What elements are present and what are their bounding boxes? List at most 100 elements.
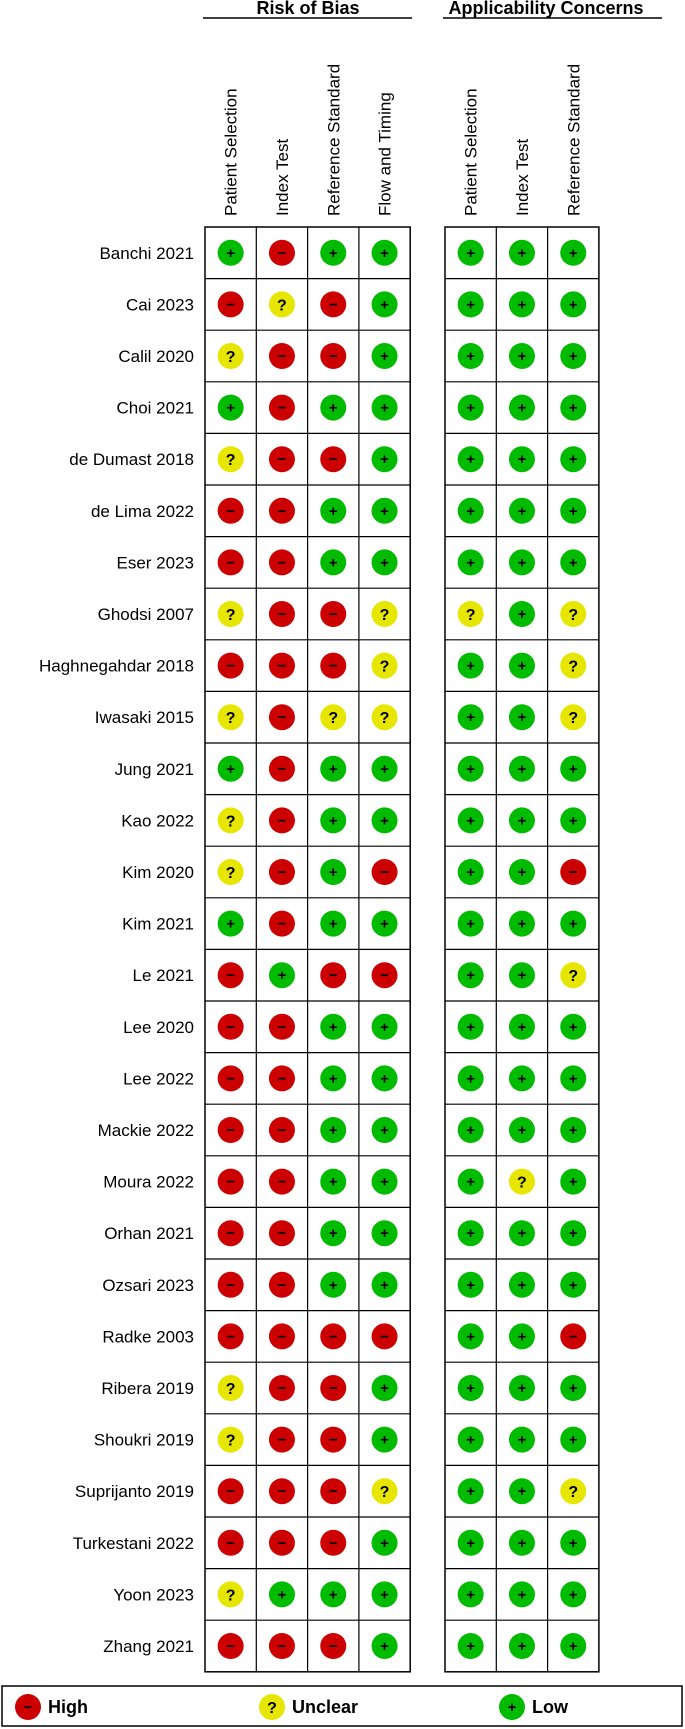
judgement-low: + xyxy=(457,1271,484,1298)
svg-text:−: − xyxy=(569,864,578,881)
svg-text:+: + xyxy=(226,245,235,262)
judgement-low: + xyxy=(371,394,398,421)
judgement-low: + xyxy=(457,239,484,266)
svg-text:+: + xyxy=(569,1432,578,1449)
study-label: Orhan 2021 xyxy=(104,1224,194,1243)
judgement-high: − xyxy=(217,652,244,679)
judgement-high: − xyxy=(371,859,398,885)
judgement-low: + xyxy=(508,549,535,576)
svg-text:?: ? xyxy=(568,1484,578,1501)
judgement-high: − xyxy=(268,652,295,679)
judgement-low: + xyxy=(508,962,535,989)
svg-text:?: ? xyxy=(568,710,578,727)
judgement-low: + xyxy=(371,755,398,782)
judgement-low: + xyxy=(457,652,484,679)
svg-text:?: ? xyxy=(380,1484,390,1501)
judgement-unclear: ? xyxy=(217,807,244,834)
judgement-low: + xyxy=(371,1426,398,1453)
svg-text:+: + xyxy=(569,1586,578,1603)
study-label: Zhang 2021 xyxy=(103,1637,194,1656)
judgement-low: + xyxy=(560,291,587,318)
svg-text:−: − xyxy=(329,967,338,984)
judgement-low: + xyxy=(371,1529,398,1556)
judgement-high: − xyxy=(560,859,587,885)
judgement-low: + xyxy=(371,497,398,524)
svg-text:?: ? xyxy=(380,710,390,727)
svg-text:+: + xyxy=(466,503,475,520)
judgement-low: + xyxy=(508,601,535,627)
svg-text:−: − xyxy=(329,348,338,365)
judgement-low: + xyxy=(508,1478,535,1505)
svg-text:+: + xyxy=(466,554,475,571)
svg-text:+: + xyxy=(226,761,235,778)
svg-text:−: − xyxy=(329,1432,338,1449)
judgement-high: − xyxy=(268,394,295,421)
judgement-low: + xyxy=(508,1220,535,1247)
svg-text:+: + xyxy=(380,451,389,468)
svg-text:?: ? xyxy=(267,1700,277,1717)
legend-label-unclear: Unclear xyxy=(292,1697,358,1717)
svg-text:−: − xyxy=(278,245,287,262)
judgement-low: + xyxy=(457,1168,484,1195)
svg-text:+: + xyxy=(466,1638,475,1655)
judgement-high: − xyxy=(320,1478,347,1505)
svg-text:+: + xyxy=(466,812,475,829)
judgement-low: + xyxy=(320,1581,347,1608)
svg-text:?: ? xyxy=(226,349,236,366)
svg-text:+: + xyxy=(518,554,527,571)
svg-text:+: + xyxy=(518,658,527,675)
judgement-high: − xyxy=(320,1323,347,1350)
judgement-high: − xyxy=(268,704,295,731)
judgement-low: + xyxy=(508,1529,535,1556)
svg-text:−: − xyxy=(329,1535,338,1552)
svg-text:+: + xyxy=(380,1122,389,1139)
judgement-high: − xyxy=(217,1117,244,1143)
svg-text:−: − xyxy=(278,1432,287,1449)
judgement-low: + xyxy=(560,807,587,834)
svg-text:+: + xyxy=(226,916,235,933)
legend-box xyxy=(1,1685,683,1727)
svg-text:−: − xyxy=(278,1483,287,1500)
judgement-low: + xyxy=(457,1426,484,1453)
judgement-low: + xyxy=(508,704,535,731)
svg-text:?: ? xyxy=(517,1175,527,1192)
judgement-high: − xyxy=(268,1168,295,1195)
judgement-low: + xyxy=(508,394,535,421)
svg-text:−: − xyxy=(226,1483,235,1500)
judgement-low: + xyxy=(320,1117,347,1143)
judgement-low: + xyxy=(508,755,535,782)
judgement-high: − xyxy=(268,497,295,524)
svg-text:?: ? xyxy=(226,813,236,830)
group-title: Risk of Bias xyxy=(256,0,359,18)
judgement-high: − xyxy=(268,807,295,834)
judgement-high: − xyxy=(268,239,295,266)
svg-text:−: − xyxy=(278,1070,287,1087)
svg-text:+: + xyxy=(329,1277,338,1294)
svg-text:+: + xyxy=(569,348,578,365)
svg-text:+: + xyxy=(518,1432,527,1449)
judgement-low: + xyxy=(457,1013,484,1040)
judgement-low: + xyxy=(371,910,398,937)
judgement-high: − xyxy=(217,962,244,989)
svg-text:−: − xyxy=(226,1070,235,1087)
judgement-high: − xyxy=(320,343,347,369)
judgement-low: + xyxy=(371,1633,398,1659)
svg-text:+: + xyxy=(466,296,475,313)
svg-text:−: − xyxy=(226,967,235,984)
judgement-low: + xyxy=(457,291,484,318)
judgement-high: − xyxy=(268,1220,295,1247)
svg-text:+: + xyxy=(518,864,527,881)
judgement-high: − xyxy=(217,1220,244,1247)
svg-text:+: + xyxy=(466,400,475,417)
judgement-high: − xyxy=(320,446,347,473)
judgement-low: + xyxy=(560,497,587,524)
judgement-low: + xyxy=(320,1013,347,1040)
study-label: Shoukri 2019 xyxy=(94,1431,194,1450)
svg-text:+: + xyxy=(466,1535,475,1552)
svg-text:+: + xyxy=(518,1535,527,1552)
svg-text:−: − xyxy=(329,606,338,623)
judgement-high: − xyxy=(268,1271,295,1298)
svg-text:+: + xyxy=(569,1122,578,1139)
judgement-high: − xyxy=(320,1633,347,1659)
judgement-low: + xyxy=(217,239,244,266)
